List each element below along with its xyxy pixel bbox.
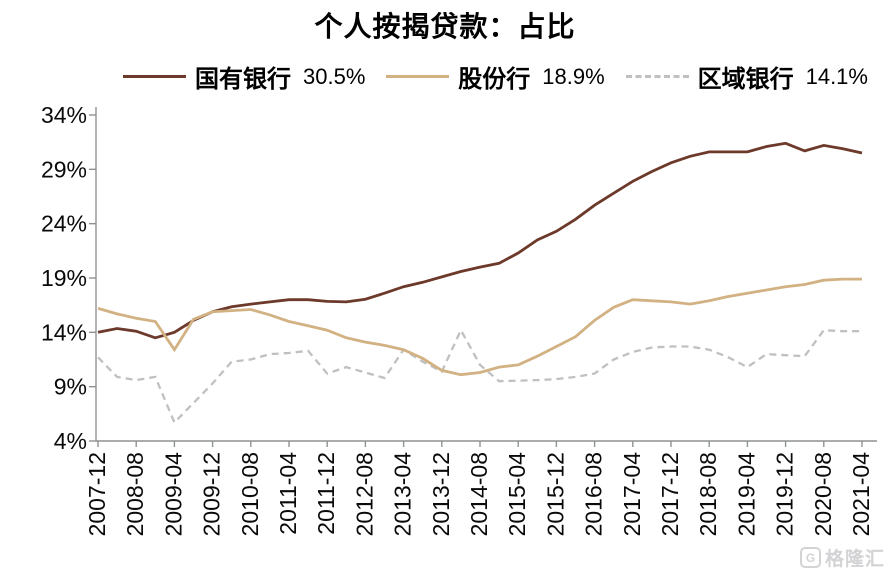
x-tick-label: 2016-08 [581,452,607,536]
y-tick-label: 19% [41,265,87,291]
x-tick-label: 2017-12 [657,452,683,536]
y-tick-label: 24% [41,211,87,237]
x-tick-label: 2011-04 [275,452,301,535]
y-tick-label: 14% [41,319,87,345]
legend-label: 国有银行 [195,66,291,93]
x-tick-label: 2009-12 [199,452,225,536]
legend-item-2: 区域银行 14.1% [625,59,868,94]
x-tick-label: 2015-12 [542,452,568,536]
series-line-2 [97,327,862,425]
x-tick-label: 2008-08 [122,452,148,536]
x-tick-label: 2010-08 [237,452,263,536]
x-tick-label: 2015-04 [504,452,530,537]
legend-item-0: 国有银行 30.5% [123,59,365,94]
legend-current-value: 18.9% [542,63,605,89]
x-tick-label: 2019-12 [772,452,798,536]
watermark: G 格隆汇 [799,544,885,571]
x-tick-label: 2020-08 [810,452,836,536]
x-tick-label: 2012-08 [351,452,377,536]
y-tick-label: 4% [54,428,87,454]
x-tick-label: 2013-04 [390,452,416,537]
x-tick-label: 2009-04 [160,452,186,537]
series-line-1 [97,277,862,377]
watermark-text: 格隆汇 [824,549,885,570]
y-tick-label: 34% [41,102,87,128]
x-tick-label: 2018-08 [695,452,721,536]
legend-line-swatch-icon [386,75,450,78]
legend-item-1: 股份行 18.9% [386,59,605,94]
gelonghui-logo-icon: G [799,547,821,568]
legend-line-swatch-icon [123,75,186,78]
x-tick-label: 2021-04 [848,452,874,537]
legend-current-value: 30.5% [303,63,366,89]
x-tick-label: 2014-08 [466,452,492,536]
x-tick-label: 2011-12 [313,452,339,535]
legend-label: 区域银行 [697,66,794,93]
legend-current-value: 14.1% [805,63,868,89]
series-line-0 [97,141,863,340]
legend: 国有银行 30.5% 股份行 18.9% 区域银行 14.1% [123,59,868,94]
y-tick-label: 9% [54,374,87,400]
x-tick-label: 2019-04 [733,452,759,537]
x-tick-label: 2007-12 [84,452,110,536]
legend-label: 股份行 [458,66,531,93]
x-tick-label: 2017-04 [619,452,645,537]
y-tick-label: 29% [41,156,87,182]
chart-title: 个人按揭贷款：占比 [314,11,576,42]
legend-line-swatch-icon [625,75,689,78]
x-tick-label: 2013-12 [428,452,454,536]
